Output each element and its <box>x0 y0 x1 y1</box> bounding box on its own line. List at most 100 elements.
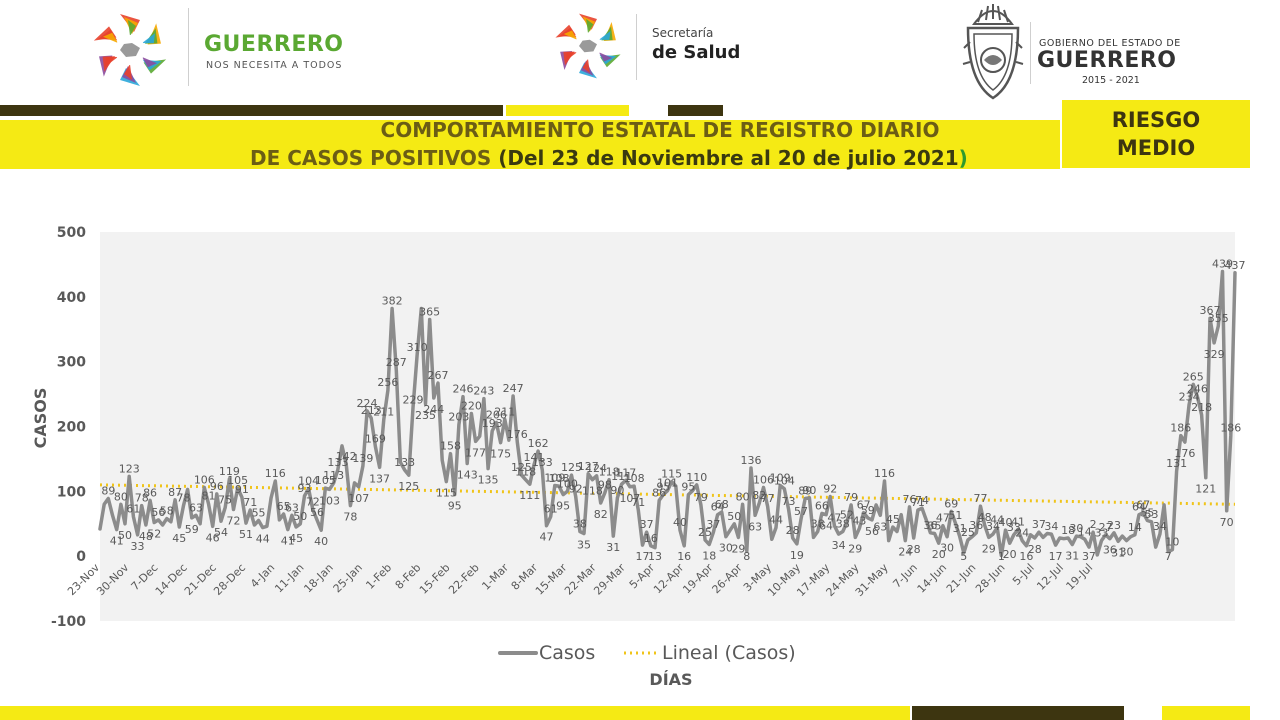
data-label: 92 <box>823 483 837 496</box>
data-label: 18 <box>702 549 716 562</box>
data-label: 81 <box>201 490 215 503</box>
data-label: 30 <box>719 542 733 555</box>
data-label: 47 <box>827 512 841 525</box>
data-label: 213 <box>361 404 382 417</box>
data-label: 117 <box>615 466 636 479</box>
data-label: 73 <box>782 495 796 508</box>
casos-series-line <box>98 269 1237 558</box>
data-label: 246 <box>453 383 474 396</box>
data-label: 107 <box>348 492 369 505</box>
data-label: 31 <box>606 541 620 554</box>
data-label: 64 <box>819 520 833 533</box>
data-label: 139 <box>352 452 373 465</box>
data-label: 28 <box>907 543 921 556</box>
brand-name: GUERRERO <box>204 32 344 57</box>
data-label: 124 <box>586 462 607 475</box>
data-label: 90 <box>610 484 624 497</box>
data-label: 111 <box>611 470 632 483</box>
data-label: 51 <box>239 528 253 541</box>
data-label: 55 <box>1140 507 1154 520</box>
data-label: 203 <box>448 411 469 424</box>
data-label: 38 <box>573 518 587 531</box>
data-label: 72 <box>227 514 241 527</box>
data-label: 25 <box>961 526 975 539</box>
data-label: 82 <box>752 489 766 502</box>
y-tick-label: 400 <box>57 290 86 306</box>
data-label: 72 <box>306 495 320 508</box>
data-label: 64 <box>1132 501 1146 514</box>
data-label: 123 <box>119 462 140 475</box>
data-label: 13 <box>648 550 662 563</box>
data-label: 95 <box>681 481 695 494</box>
data-label: 95 <box>556 500 570 513</box>
data-label: 24 <box>1015 527 1029 540</box>
data-label: 329 <box>1204 348 1225 361</box>
data-label: 113 <box>323 469 344 482</box>
salud-star-logo <box>555 13 621 79</box>
data-label: 234 <box>1179 390 1200 403</box>
data-label: 36 <box>1103 544 1117 557</box>
data-label: 186 <box>1170 422 1191 435</box>
data-label: 14 <box>1128 521 1142 534</box>
data-label: 47 <box>936 512 950 525</box>
data-label: 46 <box>206 531 220 544</box>
data-label: 92 <box>569 483 583 496</box>
data-label: 89 <box>101 484 115 497</box>
data-label: 2 <box>1090 518 1097 531</box>
data-label: 58 <box>160 505 174 518</box>
logo-petal <box>99 55 118 77</box>
data-label: 23 <box>1107 519 1121 532</box>
data-label: 79 <box>844 491 858 504</box>
data-label: 19 <box>790 549 804 562</box>
gob-line3: 2015 - 2021 <box>1082 75 1140 86</box>
footer-yellow-stripe-2 <box>1162 706 1250 720</box>
data-label: 63 <box>748 520 762 533</box>
yellow-stripe-1 <box>506 105 629 116</box>
data-label: 29 <box>848 542 862 555</box>
data-label: 206 <box>486 409 507 422</box>
y-tick-label: 500 <box>57 225 86 241</box>
data-label: 142 <box>336 450 357 463</box>
data-label: 18 <box>1061 524 1075 537</box>
data-label: 78 <box>135 492 149 505</box>
data-label: 103 <box>319 494 340 507</box>
logo-petal <box>142 56 167 74</box>
data-label: 158 <box>440 440 461 453</box>
data-label: 121 <box>1195 483 1216 496</box>
legend-trend-label: Lineal (Casos) <box>662 642 796 664</box>
data-label: 56 <box>310 506 324 519</box>
data-label: 28 <box>1028 543 1042 556</box>
salud-line1: Secretaría <box>652 26 714 40</box>
data-label: 1 <box>998 550 1005 563</box>
data-label: 16 <box>644 532 658 545</box>
data-label: 37 <box>1082 550 1096 563</box>
title-close-paren: ) <box>958 146 968 170</box>
data-label: 52 <box>840 508 854 521</box>
data-label: 95 <box>448 500 462 513</box>
data-label: 45 <box>172 532 186 545</box>
data-label: 104 <box>774 475 795 488</box>
data-label: 382 <box>382 295 403 308</box>
data-label: 67 <box>1136 499 1150 512</box>
footer-dark-stripe <box>912 706 1124 720</box>
data-label: 176 <box>1174 447 1195 460</box>
data-label: 439 <box>1212 258 1233 271</box>
data-label: 55 <box>252 507 266 520</box>
data-label: 310 <box>407 341 428 354</box>
data-label: 104 <box>298 475 319 488</box>
gob-divider <box>1030 22 1031 84</box>
data-label: 100 <box>557 477 578 490</box>
data-label: 109 <box>770 471 791 484</box>
footer-yellow-stripe <box>0 706 910 720</box>
data-label: 141 <box>523 451 544 464</box>
data-label: 37 <box>706 518 720 531</box>
data-label: 101 <box>657 477 678 490</box>
chart-legend: Casos Lineal (Casos) <box>498 642 796 664</box>
data-label: 71 <box>631 496 645 509</box>
data-label: 63 <box>873 520 887 533</box>
title-range: (Del 23 de Noviembre al 20 de julio 2021 <box>498 146 959 170</box>
data-label: 77 <box>973 492 987 505</box>
y-tick-label: 0 <box>76 549 86 565</box>
data-label: 80 <box>114 490 128 503</box>
